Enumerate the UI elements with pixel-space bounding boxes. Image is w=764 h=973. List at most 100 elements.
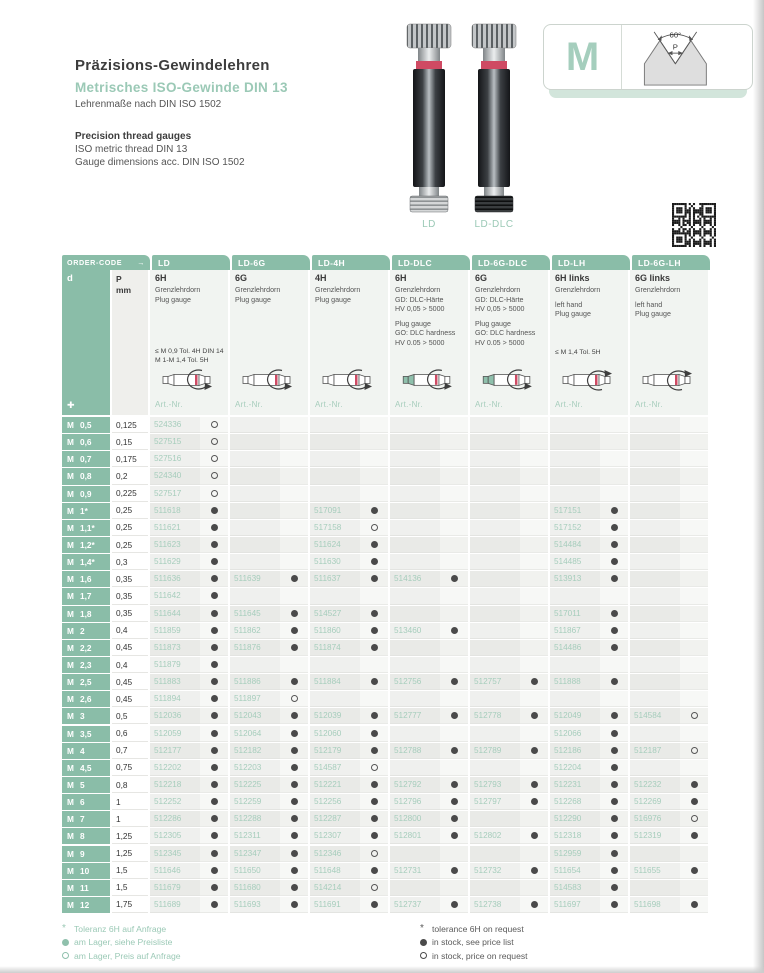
product-cell: 512756 [390,674,468,691]
pitch-header-cell: P mm [112,270,148,415]
pitch-cell: 0,175 [112,451,148,468]
stock-cell [520,588,548,605]
stock-cell [280,759,308,776]
pitch-cell: 0,75 [112,759,148,776]
product-cell: 512232 [630,776,708,794]
stock-cell [200,776,228,794]
art-nr-cell: 514527 [310,605,360,622]
header-line: HV 0.05 > 5000 [395,338,445,347]
stock-cell [680,776,708,794]
product-cell: 514587 [310,759,388,776]
product-cell: 511697 [550,896,628,914]
stock-dot-filled [450,712,458,720]
stock-dot-open [210,489,218,497]
qr-code[interactable] [672,203,716,247]
stock-cell [440,536,468,554]
product-cell [230,502,308,519]
pitch-cell: 0,225 [112,485,148,502]
art-nr-cell: 512959 [550,845,600,862]
tolerance-label: 6H links [555,273,590,283]
pitch-cell: 1,25 [112,845,148,862]
subtitle-german: Metrisches ISO-Gewinde DIN 13 [75,80,288,95]
art-nr-cell [470,811,520,828]
stock-dot-filled [210,575,218,583]
header-line: GO: DLC hardness [475,329,536,338]
column-header-ld-4h: 4H Grenzlehrdorn Plug gauge Art.-Nr. [310,270,388,415]
tolerance-label: 6H [395,273,407,283]
stock-cell [680,656,708,674]
stock-cell [520,622,548,639]
stock-dot-filled [210,866,218,874]
header-line: HV 0.05 > 5000 [475,338,525,347]
stock-dot-filled [290,900,298,908]
stock-cell [520,656,548,674]
product-cell: 514485 [550,554,628,571]
table-row-m-5: M 5 0,8 512218 512225 512221 512792 512793 51223… [62,776,712,794]
art-nr-cell: 511636 [150,571,200,588]
stock-dot-filled [610,798,618,806]
art-nr-cell: 512347 [230,845,280,862]
art-nr-cell: 512232 [630,776,680,794]
order-code-label: ORDER-CODE [67,258,123,267]
art-nr-cell: 511642 [150,588,200,605]
art-nr-cell [230,451,280,468]
product-cell: 511630 [310,554,388,571]
art-nr-cell: 512796 [390,794,440,811]
stock-cell [440,571,468,588]
product-cell: 517011 [550,605,628,622]
stock-cell [360,879,388,896]
tolerance-label: 6G [235,273,248,283]
product-cell: 512777 [390,708,468,725]
product-cell [470,451,548,468]
stock-cell [680,519,708,536]
product-cell: 511888 [550,674,628,691]
stock-dot-filled [210,506,218,514]
stock-cell [280,571,308,588]
stock-cell [520,759,548,776]
product-cell: 512778 [470,708,548,725]
art-nr-cell [230,485,280,502]
column-tab-ld: LD [152,255,230,270]
art-nr-cell [390,554,440,571]
stock-dot-filled [210,609,218,617]
stock-dot-filled [290,678,298,686]
stock-cell [360,896,388,914]
art-nr-cell: 511679 [150,879,200,896]
product-cell [310,485,388,502]
art-nr-cell [470,519,520,536]
art-nr-cell: 511886 [230,674,280,691]
product-cell [470,536,548,554]
product-cell: 511859 [150,622,228,639]
column-header-ld: 6H Grenzlehrdorn Plug gauge ≤ M 0,9 Tol. 4H… [150,270,228,415]
stock-cell [280,468,308,485]
column-header-ld-lh: 6H links Grenzlehrdorn left hand Plug gauge… [550,270,628,415]
stock-cell [440,485,468,502]
stock-cell [440,468,468,485]
product-cell: 512218 [150,776,228,794]
stock-dot-filled [450,900,458,908]
stock-cell [520,434,548,451]
product-cell: 512060 [310,725,388,742]
stock-cell [680,588,708,605]
table-row-m-1_8: M 1,8 0,35 511644 511645 514527 517011 [62,605,712,622]
product-cell [630,434,708,451]
product-cell: 517151 [550,502,628,519]
stock-dot-filled [610,729,618,737]
header-note [315,348,385,365]
legend-english: * tolerance 6H on request in stock, see pr… [420,922,528,963]
stock-cell [440,451,468,468]
art-nr-cell: 512319 [630,828,680,845]
stock-dot-filled [210,849,218,857]
stock-cell [360,742,388,759]
art-nr-cell [470,691,520,708]
stock-dot-filled [290,849,298,857]
stock-cell [280,434,308,451]
stock-dot-filled [610,523,618,531]
art-nr-cell: 512225 [230,776,280,794]
product-cell [310,588,388,605]
header-line: Plug gauge [235,295,271,304]
stock-cell [440,759,468,776]
art-nr-cell: 512256 [310,794,360,811]
legend-text: tolerance 6H on request [432,923,524,934]
